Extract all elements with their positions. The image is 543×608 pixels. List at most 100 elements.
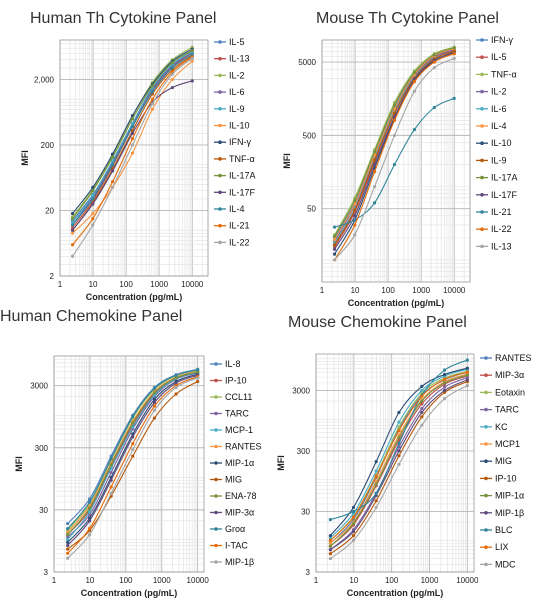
data-point bbox=[170, 86, 174, 90]
legend-entry: IL-2 bbox=[214, 70, 245, 80]
data-point bbox=[110, 169, 115, 173]
legend-label: TNF-α bbox=[229, 154, 255, 164]
x-axis-title: Concentration (pg/mL) bbox=[347, 588, 444, 598]
legend-label: IL-17A bbox=[491, 173, 518, 183]
legend-label: I-TAC bbox=[225, 541, 248, 551]
data-point bbox=[174, 373, 178, 377]
legend-label: IL-4 bbox=[229, 204, 245, 214]
x-tick-label: 1000 bbox=[150, 280, 168, 289]
legend-label: MIP-1β bbox=[225, 557, 254, 567]
data-point bbox=[110, 163, 115, 167]
legend-marker bbox=[214, 494, 218, 498]
legend-marker bbox=[484, 442, 488, 446]
legend-entry: IL-5 bbox=[214, 37, 245, 47]
data-point bbox=[170, 61, 174, 65]
data-point bbox=[372, 185, 377, 189]
y-tick-label: 5000 bbox=[298, 58, 316, 67]
data-point bbox=[328, 538, 332, 542]
y-tick-label: 3000 bbox=[30, 382, 48, 391]
data-point bbox=[190, 56, 194, 60]
data-point bbox=[351, 533, 356, 538]
y-axis-title: MFI bbox=[14, 456, 24, 472]
legend-entry: KC bbox=[480, 422, 508, 432]
y-tick-label: 300 bbox=[297, 447, 311, 456]
data-point bbox=[452, 96, 456, 100]
legend-marker bbox=[218, 240, 222, 245]
data-point bbox=[353, 218, 357, 222]
legend-marker bbox=[218, 207, 222, 211]
legend-marker bbox=[480, 55, 484, 59]
legend-label: Groα bbox=[225, 524, 245, 534]
data-point bbox=[150, 90, 155, 94]
y-tick-label: 50 bbox=[307, 205, 316, 214]
legend-label: CCL11 bbox=[225, 392, 252, 402]
legend-marker bbox=[214, 395, 218, 399]
x-tick-label: 10000 bbox=[187, 576, 210, 585]
series-line bbox=[330, 373, 468, 544]
legend-entry: IL-17F bbox=[214, 187, 256, 197]
data-point bbox=[392, 107, 397, 111]
legend-marker bbox=[218, 140, 222, 144]
series-IL-5 bbox=[332, 48, 456, 249]
legend-label: MCP-1 bbox=[225, 425, 253, 435]
data-point bbox=[392, 162, 397, 167]
x-axis-title: Concentration (pg/mL) bbox=[348, 298, 445, 308]
legend-marker bbox=[484, 545, 488, 549]
legend-entry: BLC bbox=[480, 525, 513, 535]
legend-marker bbox=[484, 373, 488, 377]
legend-marker bbox=[484, 528, 488, 532]
data-point bbox=[88, 506, 92, 510]
legend-label: IL-2 bbox=[229, 70, 245, 80]
series-MIP-1β bbox=[66, 376, 200, 560]
data-point bbox=[420, 394, 424, 398]
legend-entry: MIP-3α bbox=[210, 508, 254, 518]
data-point bbox=[442, 388, 447, 393]
data-point bbox=[130, 125, 135, 129]
y-tick-label: 300 bbox=[35, 444, 49, 453]
legend-marker bbox=[214, 510, 218, 515]
legend-entry: IL-13 bbox=[214, 54, 250, 64]
data-point bbox=[374, 469, 378, 473]
data-point bbox=[196, 376, 200, 380]
legend-entry: IL-5 bbox=[476, 52, 507, 62]
data-point bbox=[196, 379, 200, 384]
data-point bbox=[150, 84, 155, 88]
legend-marker bbox=[480, 193, 484, 197]
y-axis-title: MFI bbox=[276, 455, 286, 471]
x-axis-title: Concentration (pg/mL) bbox=[81, 588, 178, 598]
y-tick-label: 30 bbox=[301, 507, 310, 516]
data-point bbox=[66, 543, 70, 548]
data-point bbox=[152, 397, 157, 402]
legend-marker bbox=[480, 227, 484, 231]
legend-marker bbox=[480, 72, 484, 77]
data-point bbox=[328, 536, 332, 540]
series-line bbox=[67, 370, 198, 533]
legend-marker bbox=[480, 141, 484, 145]
x-tick-label: 10000 bbox=[181, 280, 204, 289]
x-axis-title: Concentration (pg/mL) bbox=[86, 292, 183, 302]
data-point bbox=[131, 442, 135, 446]
legend-entry: Eotaxin bbox=[480, 387, 525, 397]
data-point bbox=[66, 526, 70, 531]
series-IL-17F bbox=[332, 51, 456, 251]
data-point bbox=[109, 470, 113, 475]
legend-entry: IL-21 bbox=[476, 207, 512, 217]
data-point bbox=[110, 185, 115, 190]
legend-entry: IP-10 bbox=[480, 473, 517, 483]
data-point bbox=[353, 233, 357, 237]
legend-label: RANTES bbox=[495, 353, 532, 363]
data-point bbox=[152, 416, 157, 420]
legend-label: TARC bbox=[495, 405, 519, 415]
data-point bbox=[170, 66, 174, 70]
data-point bbox=[412, 89, 417, 93]
data-point bbox=[465, 375, 469, 380]
panel-human-th-cytokine: Human Th Cytokine Panel 1 10 100 1000 10000 2… bbox=[0, 0, 271, 302]
legend-entry: Groα bbox=[210, 524, 245, 534]
legend-label: IL-9 bbox=[491, 155, 507, 165]
legend-entry: IL-22 bbox=[476, 224, 512, 234]
legend-label: IL-5 bbox=[491, 52, 507, 62]
data-point bbox=[328, 552, 332, 556]
data-point bbox=[353, 223, 357, 227]
legend-marker bbox=[480, 89, 484, 94]
data-point bbox=[372, 162, 377, 167]
